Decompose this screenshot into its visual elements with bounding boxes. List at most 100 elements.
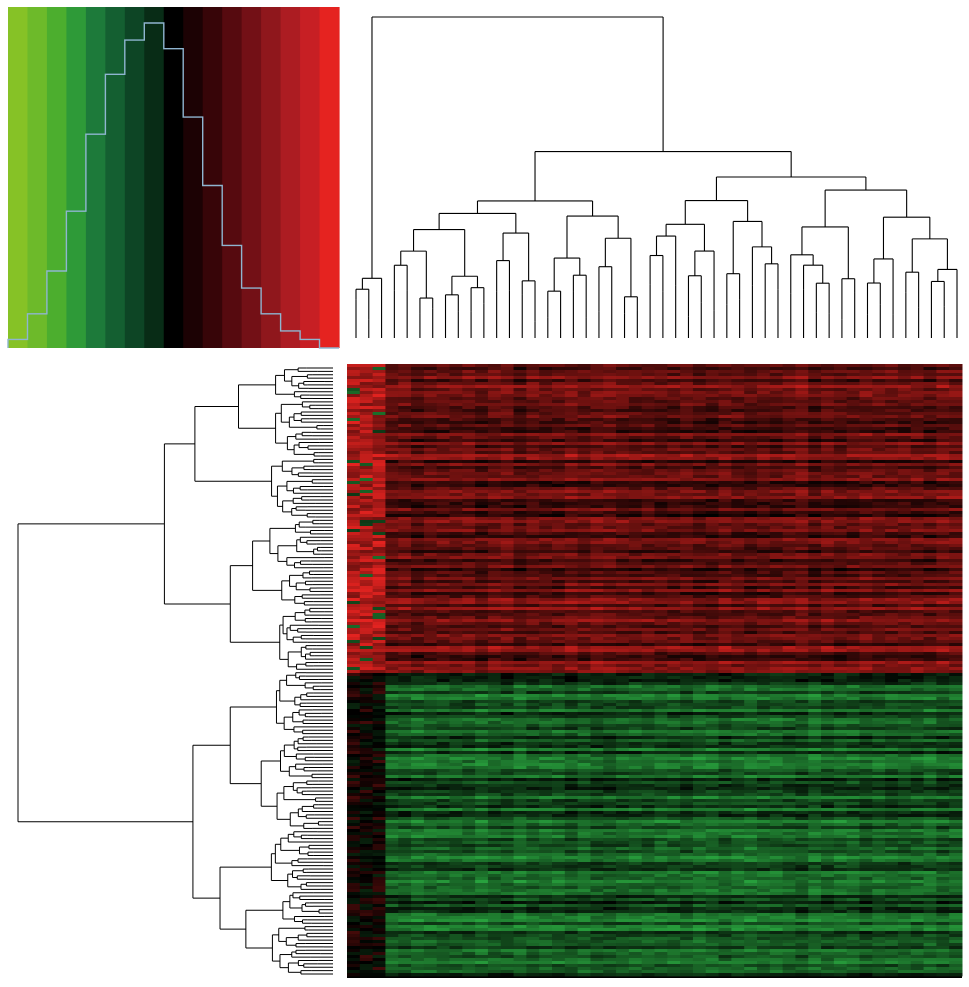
heatmap-cell xyxy=(372,535,386,539)
heatmap-cell xyxy=(641,433,655,437)
heatmap-cell xyxy=(718,622,732,626)
heatmap-cell xyxy=(526,538,540,542)
heatmap-cell xyxy=(897,586,912,590)
heatmap-cell xyxy=(526,424,540,428)
heatmap-cell xyxy=(680,445,694,449)
heatmap-cell xyxy=(462,580,476,584)
heatmap-cell xyxy=(731,403,745,407)
heatmap-cell xyxy=(449,412,463,416)
heatmap-cell xyxy=(616,556,630,560)
heatmap-cell xyxy=(897,424,912,428)
heatmap-cell xyxy=(859,586,873,590)
heatmap-cell xyxy=(513,649,527,653)
heatmap-cell xyxy=(577,415,591,419)
heatmap-cell xyxy=(436,415,450,419)
heatmap-cell xyxy=(616,514,630,518)
heatmap-cell xyxy=(744,379,758,383)
heatmap-cell xyxy=(423,634,438,638)
heatmap-cell xyxy=(885,424,899,428)
heatmap-cell xyxy=(385,499,399,503)
heatmap-cell xyxy=(833,613,848,617)
heatmap-cell xyxy=(757,376,771,380)
heatmap-cell xyxy=(846,403,860,407)
heatmap-cell xyxy=(808,646,822,650)
heatmap-cell xyxy=(398,391,412,395)
heatmap-cell xyxy=(769,553,784,557)
heatmap-cell xyxy=(744,421,758,425)
heatmap-cell xyxy=(628,556,643,560)
heatmap-cell xyxy=(885,484,899,488)
heatmap-cell xyxy=(744,529,758,533)
heatmap-cell xyxy=(897,454,912,458)
heatmap-cell xyxy=(897,478,912,482)
heatmap-cell xyxy=(833,388,848,392)
heatmap-cell xyxy=(718,496,732,500)
heatmap-cell xyxy=(603,451,617,455)
heatmap-cell xyxy=(359,367,374,371)
heatmap-cell xyxy=(475,583,489,587)
heatmap-cell xyxy=(590,427,604,431)
heatmap-cell xyxy=(500,424,515,428)
heatmap-cell xyxy=(552,424,566,428)
heatmap-cell xyxy=(500,523,515,527)
heatmap-cell xyxy=(577,580,591,584)
heatmap-cell xyxy=(718,400,732,404)
heatmap-cell xyxy=(347,538,361,542)
heatmap-cell xyxy=(808,667,822,671)
heatmap-cell xyxy=(654,466,668,470)
heatmap-cell xyxy=(692,625,707,629)
heatmap-cell xyxy=(731,520,745,524)
heatmap-cell xyxy=(449,481,463,485)
heatmap-cell xyxy=(423,445,438,449)
heatmap-cell xyxy=(372,667,386,671)
heatmap-cell xyxy=(897,415,912,419)
heatmap-cell xyxy=(795,631,809,635)
heatmap-cell xyxy=(552,526,566,530)
heatmap-cell xyxy=(449,415,463,419)
heatmap-cell xyxy=(411,667,425,671)
heatmap-cell xyxy=(385,463,399,467)
heatmap-cell xyxy=(846,559,860,563)
heatmap-cell xyxy=(654,592,668,596)
heatmap-cell xyxy=(731,436,745,440)
heatmap-cell xyxy=(833,454,848,458)
heatmap-cell xyxy=(372,595,386,599)
heatmap-cell xyxy=(795,484,809,488)
heatmap-cell xyxy=(782,412,796,416)
heatmap-cell xyxy=(398,589,412,593)
heatmap-cell xyxy=(910,652,925,656)
heatmap-cell xyxy=(603,607,617,611)
heatmap-cell xyxy=(833,580,848,584)
heatmap-cell xyxy=(808,520,822,524)
heatmap-cell xyxy=(846,460,860,464)
heatmap-cell xyxy=(705,565,720,569)
heatmap-cell xyxy=(782,664,796,668)
heatmap-cell xyxy=(833,400,848,404)
heatmap-cell xyxy=(475,421,489,425)
heatmap-cell xyxy=(808,541,822,545)
heatmap-cell xyxy=(795,376,809,380)
heatmap-cell xyxy=(347,379,361,383)
heatmap-cell xyxy=(577,673,591,677)
heatmap-cell xyxy=(564,661,579,665)
heatmap-cell xyxy=(347,616,361,620)
heatmap-cell xyxy=(757,538,771,542)
heatmap-cell xyxy=(513,613,527,617)
heatmap-cell xyxy=(872,508,886,512)
heatmap-cell xyxy=(616,400,630,404)
heatmap-cell xyxy=(500,550,515,554)
heatmap-cell xyxy=(628,655,643,659)
heatmap-cell xyxy=(821,382,835,386)
heatmap-cell xyxy=(577,445,591,449)
heatmap-cell xyxy=(949,670,963,674)
heatmap-cell xyxy=(910,430,925,434)
heatmap-cell xyxy=(423,652,438,656)
heatmap-cell xyxy=(347,586,361,590)
heatmap-cell xyxy=(705,604,720,608)
heatmap-cell xyxy=(744,673,758,677)
heatmap-cell xyxy=(718,403,732,407)
heatmap-cell xyxy=(436,418,450,422)
heatmap-cell xyxy=(564,532,579,536)
heatmap-cell xyxy=(936,451,950,455)
heatmap-cell xyxy=(436,520,450,524)
